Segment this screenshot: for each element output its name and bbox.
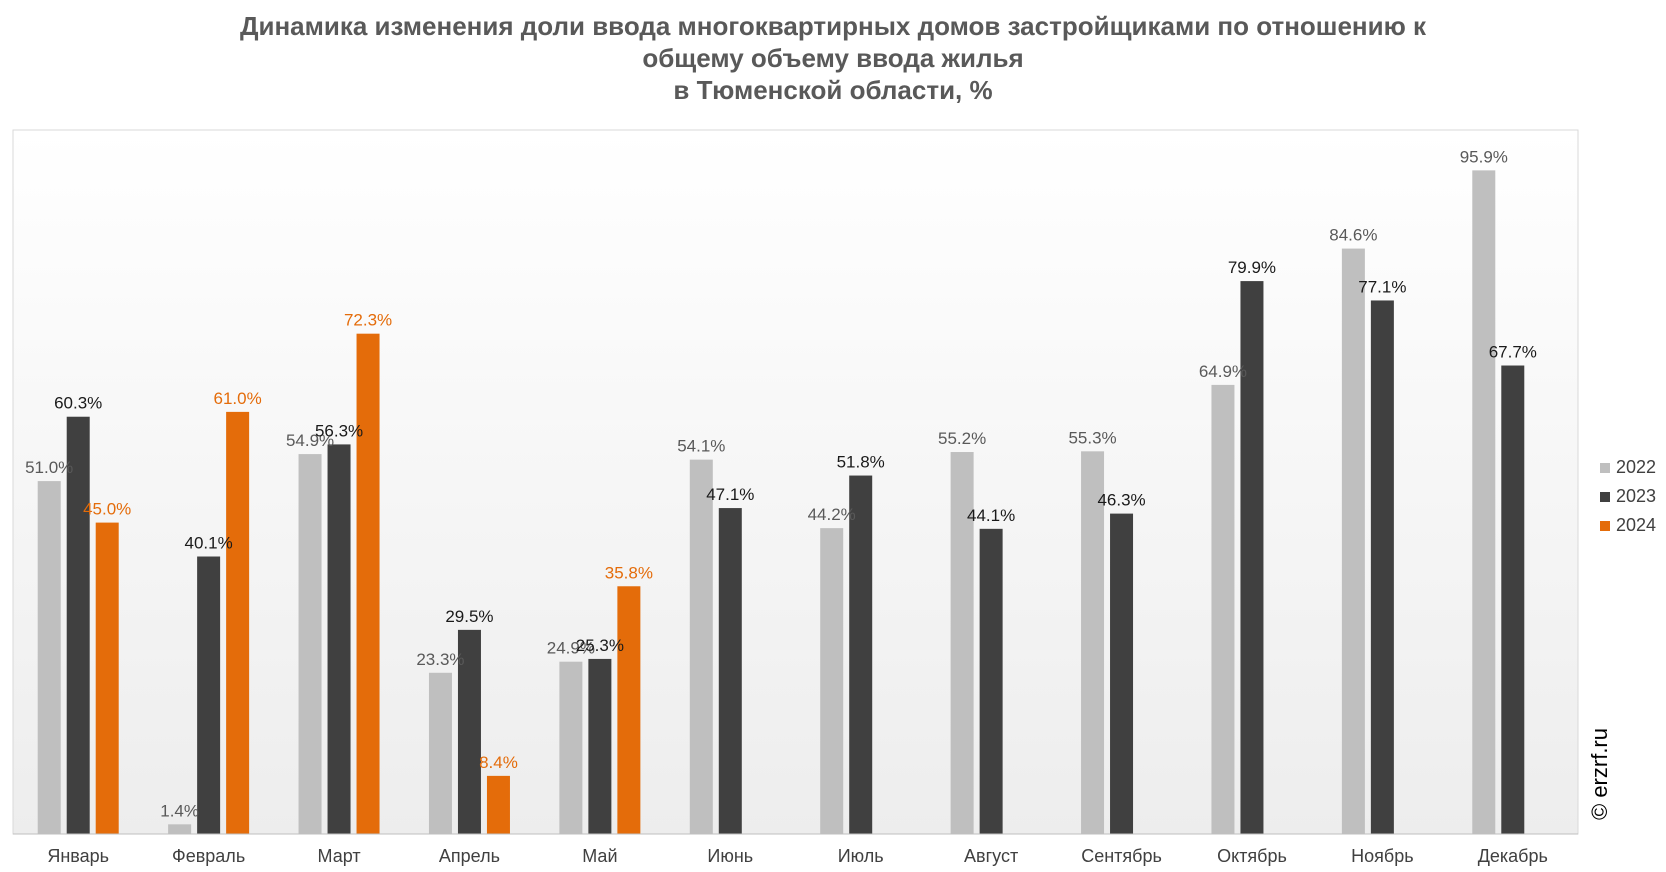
bar-2022-10 [1211,384,1235,834]
bar-2022-7 [820,528,844,834]
data-label-2023-7: 51.8% [837,453,885,472]
legend-item-2024: 2024 [1600,511,1656,540]
bar-2024-3 [356,333,380,834]
bar-2024-5 [617,586,641,834]
legend-swatch-2024 [1600,520,1610,531]
x-tick-label-5: Май [582,846,617,866]
data-label-2022-5: 24.9% [547,639,595,658]
x-tick-label-8: Август [964,846,1018,866]
bar-2023-7 [849,475,873,834]
x-tick-label-2: Февраль [172,846,245,866]
bar-2022-3 [298,454,322,834]
x-tick-label-4: Апрель [439,846,500,866]
data-label-2022-11: 84.6% [1329,226,1377,245]
x-tick-label-1: Январь [47,846,109,866]
legend-swatch-2022 [1600,462,1610,473]
plot-area [12,129,1579,835]
data-label-2023-1: 60.3% [54,394,102,413]
bar-2023-1 [66,416,90,834]
x-axis-labels-group: Январь Февраль Март Апрель Май Июнь Июль Август… [47,846,1548,866]
bar-2023-8 [979,528,1003,834]
data-label-2022-1: 51.0% [25,458,73,477]
chart-title-line: Динамика изменения доли ввода многокварт… [239,11,1427,41]
data-label-2022-12: 95.9% [1460,147,1508,166]
x-tick-label-11: Ноябрь [1351,846,1413,866]
x-tick-label-3: Март [318,846,361,866]
bar-2023-10 [1240,281,1264,834]
bar-2023-3 [327,444,351,834]
data-label-2022-8: 55.2% [938,429,986,448]
data-label-2023-2: 40.1% [185,534,233,553]
data-label-2022-4: 23.3% [416,650,464,669]
bar-2022-6 [689,459,713,834]
x-tick-label-6: Июнь [707,846,753,866]
data-label-2022-7: 44.2% [808,505,856,524]
bar-2023-6 [718,508,742,834]
data-label-2023-5: 25.3% [576,636,624,655]
x-tick-label-7: Июль [838,846,884,866]
chart-title-line: общему объему ввода жилья [642,43,1024,73]
bar-2022-11 [1341,248,1365,834]
x-tick-label-9: Сентябрь [1081,846,1162,866]
chart-title-line: в Тюменской области, % [673,75,993,105]
bar-2023-9 [1110,513,1134,834]
data-label-2022-3: 54.9% [286,431,334,450]
chart-title: Динамика изменения доли ввода многокварт… [0,10,1666,106]
data-label-2024-5: 35.8% [605,563,653,582]
bar-2022-5 [559,661,583,834]
bar-2024-1 [95,522,119,834]
data-label-2023-4: 29.5% [445,607,493,626]
legend-item-2023: 2023 [1600,482,1656,511]
data-label-2024-1: 45.0% [83,500,131,519]
bar-2023-2 [197,556,221,834]
bar-2024-4 [486,775,510,834]
bar-2023-5 [588,658,612,834]
x-tick-label-10: Октябрь [1217,846,1287,866]
data-label-2022-6: 54.1% [677,437,725,456]
bar-2023-4 [457,629,481,834]
data-label-2024-4: 8.4% [479,753,518,772]
bar-2022-2 [168,824,192,834]
legend-label-2023: 2023 [1616,486,1657,506]
data-label-2024-3: 72.3% [344,311,392,330]
data-label-2022-10: 64.9% [1199,362,1247,381]
legend-label-2024: 2024 [1616,515,1657,535]
legend-label-2022: 2022 [1616,457,1657,477]
data-label-2023-8: 44.1% [967,506,1015,525]
watermark: © erzrf.ru [1587,728,1612,820]
bar-2022-4 [428,672,452,834]
data-label-2023-12: 67.7% [1489,343,1537,362]
data-label-2023-10: 79.9% [1228,258,1276,277]
bar-2022-9 [1081,451,1105,834]
data-label-2023-6: 47.1% [706,485,754,504]
bar-2022-12 [1472,170,1496,834]
data-label-2023-11: 77.1% [1358,277,1406,296]
data-label-2023-9: 46.3% [1097,491,1145,510]
legend: 2022 2023 2024 [1600,453,1656,540]
bar-2024-2 [226,411,250,834]
data-label-2022-2: 1.4% [160,801,199,820]
bar-2022-1 [37,481,61,834]
data-label-2024-2: 61.0% [214,389,262,408]
legend-swatch-2023 [1600,491,1610,502]
bar-2023-11 [1370,300,1394,834]
bar-2023-12 [1501,365,1525,834]
legend-item-2022: 2022 [1600,453,1656,482]
data-label-2023-3: 56.3% [315,421,363,440]
data-label-2022-9: 55.3% [1068,428,1116,447]
data-labels-group: 51.0% 60.3% 45.0% 1.4% 40.1% 61.0% 54.9%56.3% 7… [25,147,1537,820]
x-tick-label-12: Декабрь [1478,846,1548,866]
bar-2022-8 [950,452,974,834]
bars-group [37,170,1525,834]
